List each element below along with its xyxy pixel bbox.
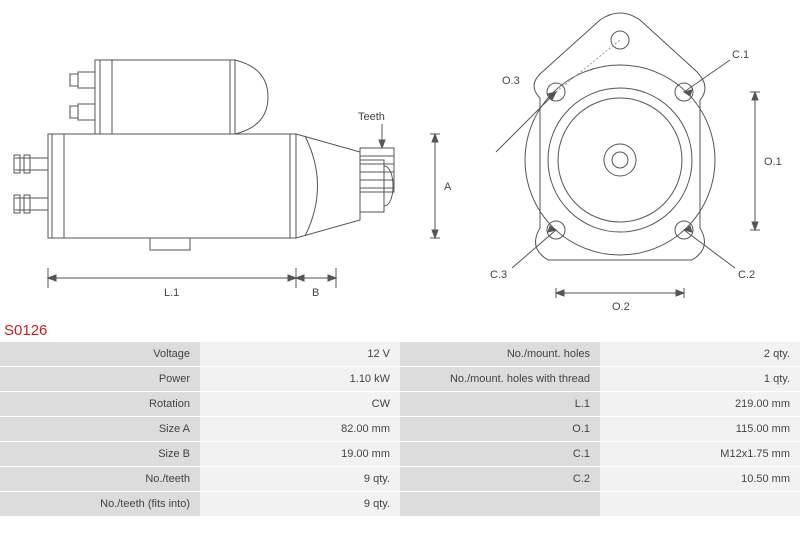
label-c3: C.3	[490, 269, 507, 281]
spec-label: C.1	[400, 442, 600, 467]
spec-value: 12 V	[200, 342, 400, 367]
spec-label	[400, 492, 600, 517]
label-l1: L.1	[164, 287, 179, 299]
label-o3: O.3	[502, 75, 520, 87]
label-c2: C.2	[738, 269, 755, 281]
spec-label: No./teeth	[0, 467, 200, 492]
label-o1: O.1	[764, 156, 782, 168]
spec-row: RotationCWL.1219.00 mm	[0, 392, 800, 417]
spec-label: C.2	[400, 467, 600, 492]
spec-label: No./mount. holes	[400, 342, 600, 367]
spec-value: 19.00 mm	[200, 442, 400, 467]
spec-label: Voltage	[0, 342, 200, 367]
spec-value	[600, 492, 800, 517]
label-teeth: Teeth	[358, 111, 385, 123]
spec-value: M12x1.75 mm	[600, 442, 800, 467]
spec-value: 10.50 mm	[600, 467, 800, 492]
spec-table: Voltage12 VNo./mount. holes2 qty.Power1.…	[0, 342, 800, 517]
spec-row: Size B19.00 mmC.1M12x1.75 mm	[0, 442, 800, 467]
spec-value: 1.10 kW	[200, 367, 400, 392]
spec-value: 2 qty.	[600, 342, 800, 367]
spec-row: Power1.10 kWNo./mount. holes with thread…	[0, 367, 800, 392]
label-a: A	[444, 181, 452, 193]
spec-label: L.1	[400, 392, 600, 417]
spec-label: No./mount. holes with thread	[400, 367, 600, 392]
spec-label: Size B	[0, 442, 200, 467]
spec-label: O.1	[400, 417, 600, 442]
label-b: B	[312, 287, 319, 299]
technical-drawing: Teeth A B L.1 O.3 O.1 O.2 C.1 C.2 C.3	[0, 0, 800, 315]
label-c1: C.1	[732, 49, 749, 61]
part-number: S0126	[4, 322, 47, 339]
spec-value: 9 qty.	[200, 492, 400, 517]
spec-value: 9 qty.	[200, 467, 400, 492]
spec-label: No./teeth (fits into)	[0, 492, 200, 517]
label-o2: O.2	[612, 301, 630, 313]
spec-label: Power	[0, 367, 200, 392]
spec-value: 82.00 mm	[200, 417, 400, 442]
spec-value: 115.00 mm	[600, 417, 800, 442]
spec-row: Voltage12 VNo./mount. holes2 qty.	[0, 342, 800, 367]
spec-label: Size A	[0, 417, 200, 442]
spec-value: CW	[200, 392, 400, 417]
spec-label: Rotation	[0, 392, 200, 417]
spec-value: 219.00 mm	[600, 392, 800, 417]
spec-row: No./teeth9 qty.C.210.50 mm	[0, 467, 800, 492]
spec-value: 1 qty.	[600, 367, 800, 392]
spec-row: No./teeth (fits into)9 qty.	[0, 492, 800, 517]
spec-row: Size A82.00 mmO.1115.00 mm	[0, 417, 800, 442]
